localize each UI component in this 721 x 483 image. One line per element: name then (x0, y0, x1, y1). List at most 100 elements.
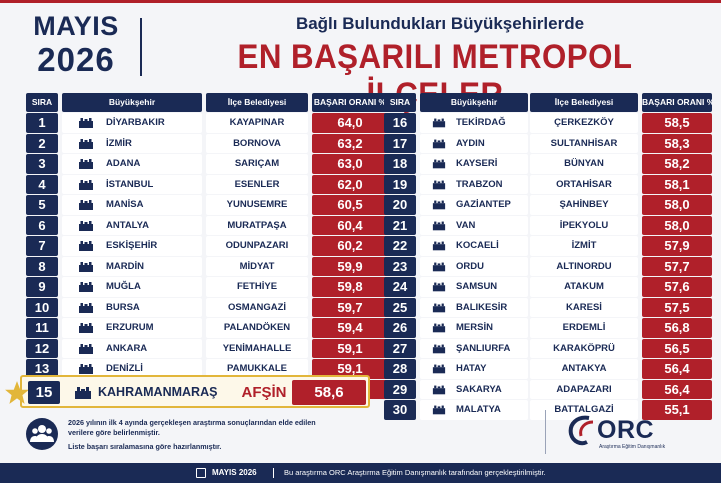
row-city-label: AYDIN (456, 137, 485, 149)
row-city-label: VAN (456, 219, 476, 231)
row-rate: 57,9 (642, 236, 712, 256)
row-city-label: TEKİRDAĞ (456, 117, 506, 129)
row-city-label: DİYARBAKIR (106, 117, 165, 129)
footer-divider (273, 468, 274, 478)
row-rank: 29 (384, 379, 416, 400)
row-city-label: MANİSA (106, 199, 144, 211)
header: MAYIS 2026 Bağlı Bulundukları Büyükşehir… (0, 8, 721, 114)
highlight-rank: 15 (28, 381, 60, 404)
col-city-header: Büyükşehir (420, 93, 528, 113)
col-rate-header: BAŞARI ORANI % (312, 93, 388, 113)
row-rate: 56,4 (642, 379, 712, 400)
row-city: ERZURUM (62, 318, 202, 338)
row-rate: 57,5 (642, 297, 712, 318)
row-district: MİDYAT (206, 256, 308, 277)
row-city-label: SAMSUN (456, 281, 498, 293)
row-district: BORNOVA (206, 133, 308, 154)
row-rate: 58,0 (642, 195, 712, 215)
row-rate: 63,0 (312, 154, 388, 174)
row-rank: 19 (384, 174, 416, 195)
landmark-icon (79, 261, 93, 272)
row-district: BÜNYAN (530, 154, 638, 174)
landmark-icon (79, 343, 93, 354)
row-city: BALIKESİR (420, 297, 528, 318)
star-icon (5, 381, 29, 404)
header-month: MAYIS (33, 11, 119, 41)
landmark-icon (432, 160, 446, 169)
landmark-icon (432, 221, 446, 231)
row-rank: 17 (384, 133, 416, 154)
orc-logo: ORC Araştırma Eğitim Danışmanlık (565, 410, 685, 454)
landmark-icon (79, 302, 93, 313)
col-rate-header: BAŞARI ORANI % (642, 93, 712, 113)
landmark-icon (79, 220, 93, 231)
row-city: KAYSERİ (420, 154, 528, 174)
landmark-icon (79, 179, 93, 190)
landmark-icon (432, 262, 446, 272)
row-rate: 59,9 (312, 256, 388, 277)
landmark-icon (79, 159, 93, 170)
orc-logo-subtitle: Araştırma Eğitim Danışmanlık (599, 444, 666, 450)
row-rate: 57,6 (642, 277, 712, 297)
row-rate: 62,0 (312, 174, 388, 195)
row-district: ADAPAZARI (530, 379, 638, 400)
highlight-rate: 58,6 (292, 380, 366, 405)
highlight-city-label: KAHRAMANMARAŞ (98, 385, 218, 399)
row-rate: 60,5 (312, 195, 388, 215)
row-rank: 21 (384, 215, 416, 236)
row-city: VAN (420, 215, 528, 236)
orc-logo-text: ORC (597, 416, 655, 444)
row-city-label: İZMİR (106, 137, 132, 149)
row-rank: 11 (26, 318, 58, 338)
row-city: MERSİN (420, 318, 528, 338)
row-rate: 58,5 (642, 113, 712, 133)
landmark-icon (432, 303, 446, 313)
landmark-icon (79, 282, 93, 293)
col-rank-header: SIRA (26, 93, 58, 113)
row-rank: 3 (26, 154, 58, 174)
orc-logo-mark (568, 415, 594, 446)
row-city: BURSA (62, 297, 202, 318)
row-rank: 13 (26, 359, 58, 379)
row-city-label: DENİZLİ (106, 363, 143, 375)
row-city-label: BALIKESİR (456, 301, 508, 313)
logo-divider (545, 410, 546, 454)
row-rate: 59,1 (312, 338, 388, 359)
landmark-icon (432, 139, 446, 149)
notes: 2026 yılının ilk 4 ayında gerçekleşen ar… (26, 414, 356, 458)
row-district: KARESİ (530, 297, 638, 318)
landmark-icon (432, 180, 446, 190)
landmark-icon (432, 344, 446, 354)
row-rate: 58,0 (642, 215, 712, 236)
col-city-header: Büyükşehir (62, 93, 202, 113)
row-rank: 23 (384, 256, 416, 277)
row-rate: 63,2 (312, 133, 388, 154)
row-city: SAKARYA (420, 379, 528, 400)
footer-date: MAYIS 2026 (212, 468, 257, 477)
row-city: AYDIN (420, 133, 528, 154)
row-city: TEKİRDAĞ (420, 113, 528, 133)
footer-text: Bu araştırma ORC Araştırma Eğitim Danışm… (284, 468, 546, 477)
row-district: BATTALGAZİ (530, 400, 638, 420)
header-divider (140, 18, 142, 76)
row-city-label: MARDİN (106, 260, 144, 272)
row-rank: 18 (384, 154, 416, 174)
row-district: SULTANHİSAR (530, 133, 638, 154)
row-city: İSTANBUL (62, 174, 202, 195)
landmark-icon (79, 364, 93, 375)
row-city-label: ANTALYA (106, 219, 149, 231)
landmark-icon (432, 282, 446, 292)
row-district: ORTAHİSAR (530, 174, 638, 195)
highlighted-row: 15 KAHRAMANMARAŞ AFŞİN 58,6 (5, 375, 370, 408)
row-city: İZMİR (62, 133, 202, 154)
row-district: KARAKÖPRÜ (530, 338, 638, 359)
row-city-label: İSTANBUL (106, 178, 154, 190)
row-city: ESKİŞEHİR (62, 236, 202, 256)
row-rank: 12 (26, 338, 58, 359)
row-district: ERDEMLİ (530, 318, 638, 338)
calendar-icon (196, 468, 206, 478)
row-city: ADANA (62, 154, 202, 174)
note-line-1: 2026 yılının ilk 4 ayında gerçekleşen ar… (68, 418, 316, 437)
row-district: İPEKYOLU (530, 215, 638, 236)
row-rank: 22 (384, 236, 416, 256)
